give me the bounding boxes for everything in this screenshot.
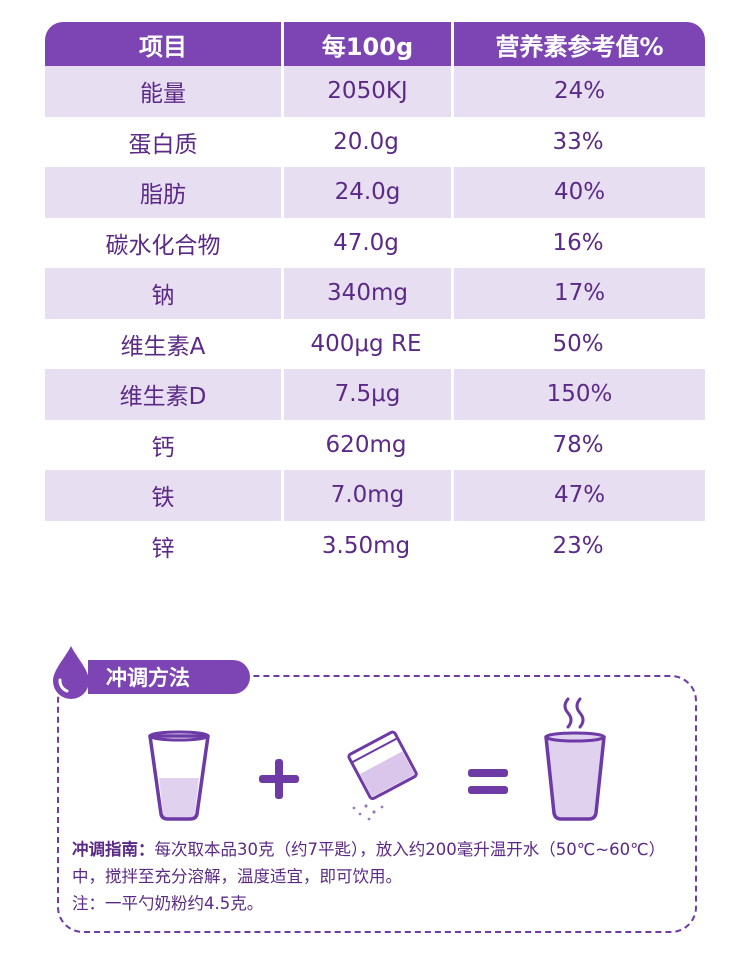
nutrient-nrv: 150% (451, 369, 705, 420)
table-row: 钠 340mg 17% (45, 268, 705, 319)
table-row: 维生素D 7.5μg 150% (45, 369, 705, 420)
nutrient-name: 钠 (45, 268, 281, 319)
guide-text: 每次取本品30克（约7平匙），放入约200毫升温开水（50℃~60℃）中，搅拌至… (72, 840, 666, 886)
nutrient-amount: 2050KJ (281, 66, 451, 117)
nutrient-name: 铁 (45, 470, 281, 521)
nutrient-amount: 7.5μg (281, 369, 451, 420)
header-per-100g: 每100g (281, 22, 451, 66)
nutrient-name: 碳水化合物 (105, 232, 221, 259)
nutrient-amount: 3.50mg (321, 532, 411, 559)
nutrient-name: 脂肪 (45, 167, 281, 218)
nutrient-name: 钙 (151, 434, 175, 461)
nutrient-nrv: 40% (451, 167, 705, 218)
nutrient-nrv: 78% (552, 431, 604, 458)
guide-label: 冲调指南： (72, 840, 155, 859)
nutrient-amount: 24.0g (281, 167, 451, 218)
nutrient-amount: 620mg (325, 431, 407, 458)
table-row: 碳水化合物 47.0g 16% (45, 218, 705, 269)
hot-drink-icon (544, 697, 606, 821)
powder-sachet-icon (347, 730, 418, 821)
method-title: 冲调方法 (88, 660, 250, 694)
table-row: 维生素A 400μg RE 50% (45, 319, 705, 370)
table-row: 能量 2050KJ 24% (45, 66, 705, 117)
plus-icon (259, 759, 299, 799)
guide-paragraph: 冲调指南：每次取本品30克（约7平匙），放入约200毫升温开水（50℃~60℃）… (72, 836, 692, 890)
nutrient-name: 维生素D (45, 369, 281, 420)
nutrient-name: 维生素A (120, 333, 206, 360)
nutrient-nrv: 33% (552, 128, 604, 155)
nutrition-table: 项目 每100g 营养素参考值% 能量 2050KJ 24% 蛋白质 20.0g… (45, 22, 705, 571)
header-nrv: 营养素参考值% (451, 22, 705, 66)
nutrient-nrv: 16% (552, 229, 604, 256)
table-header: 项目 每100g 营养素参考值% (45, 22, 705, 66)
nutrient-amount: 20.0g (333, 128, 399, 155)
nutrient-nrv: 47% (451, 470, 705, 521)
water-drop-icon (53, 646, 89, 699)
nutrient-nrv: 24% (451, 66, 705, 117)
nutrient-nrv: 17% (451, 268, 705, 319)
nutrient-nrv: 23% (552, 532, 604, 559)
table-row: 钙 620mg 78% (45, 420, 705, 471)
equals-icon (468, 769, 508, 794)
nutrient-amount: 400μg RE (310, 330, 422, 357)
method-box (57, 675, 697, 933)
nutrient-amount: 47.0g (333, 229, 399, 256)
nutrient-name: 能量 (45, 66, 281, 117)
nutrient-name: 蛋白质 (128, 131, 198, 158)
glass-icon (148, 730, 210, 821)
nutrient-nrv: 50% (552, 330, 604, 357)
nutrient-amount: 340mg (281, 268, 451, 319)
header-item: 项目 (139, 32, 187, 61)
table-row: 铁 7.0mg 47% (45, 470, 705, 521)
table-row: 锌 3.50mg 23% (45, 521, 705, 572)
nutrient-amount: 7.0mg (281, 470, 451, 521)
table-row: 脂肪 24.0g 40% (45, 167, 705, 218)
nutrient-name: 锌 (151, 535, 175, 562)
table-row: 蛋白质 20.0g 33% (45, 117, 705, 168)
method-instructions: 冲调指南：每次取本品30克（约7平匙），放入约200毫升温开水（50℃~60℃）… (72, 836, 692, 917)
note-text: 注：一平勺奶粉约4.5克。 (72, 894, 264, 913)
